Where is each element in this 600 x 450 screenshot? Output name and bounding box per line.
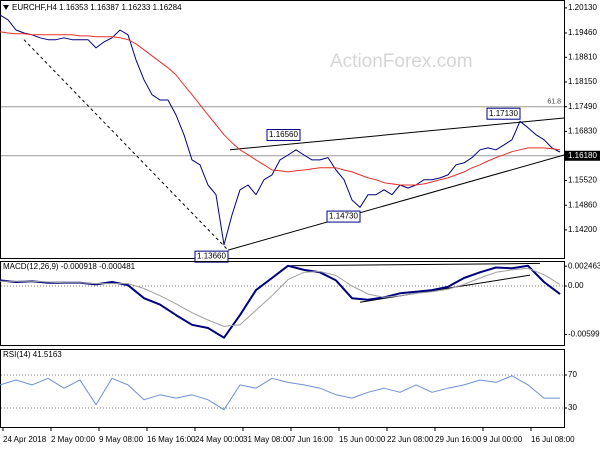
panel-frame bbox=[0, 261, 565, 346]
panel-header: MACD(12,26,9) -0.000918 -0.000481 bbox=[3, 262, 136, 271]
x-tick-label: 24 May 00:00 bbox=[195, 435, 244, 444]
y-tick-label: 1.18150 bbox=[568, 77, 597, 86]
y-tick-label: 70 bbox=[568, 370, 577, 379]
panel-header: EURCHF,H4 1.16353 1.16387 1.16233 1.1628… bbox=[12, 3, 182, 12]
header-value: -0.000481 bbox=[99, 262, 136, 271]
annotation-box bbox=[486, 107, 521, 120]
series-line bbox=[0, 14, 561, 246]
series-line bbox=[0, 264, 561, 339]
panel-frame bbox=[0, 349, 565, 428]
y-tick-label: 1.16830 bbox=[568, 127, 597, 136]
x-tick-label: 16 Jul 08:00 bbox=[531, 435, 575, 444]
header-value: RSI(14) bbox=[3, 350, 31, 359]
trendline bbox=[227, 154, 565, 251]
y-tick-label: 1.15520 bbox=[568, 176, 597, 185]
series-line bbox=[0, 31, 561, 186]
watermark: ActionForex.com bbox=[330, 51, 473, 72]
menu-arrow bbox=[3, 5, 9, 10]
header-value: 1.16387 bbox=[90, 3, 119, 12]
header-value: 1.16353 bbox=[59, 3, 88, 12]
y-tick-label: -0.005992 bbox=[568, 330, 600, 339]
panel-header: RSI(14) 41.5163 bbox=[3, 350, 62, 359]
trendline bbox=[23, 39, 229, 251]
x-tick-label: 2 May 00:00 bbox=[51, 435, 96, 444]
annotation-box bbox=[194, 250, 229, 263]
header-value: 1.16284 bbox=[153, 3, 182, 12]
y-tick-label: 1.17490 bbox=[568, 102, 597, 111]
x-tick-label: 9 May 08:00 bbox=[99, 435, 144, 444]
trendline bbox=[289, 262, 541, 267]
trendline bbox=[359, 274, 531, 303]
x-tick-label: 24 Apr 2018 bbox=[3, 435, 47, 444]
x-tick-label: 31 May 08:00 bbox=[243, 435, 292, 444]
annotation-label: 1.16560 bbox=[269, 130, 298, 139]
level-label: 1.16180 bbox=[568, 151, 597, 160]
x-tick-label: 29 Jun 16:00 bbox=[435, 435, 482, 444]
level-label-box bbox=[565, 150, 600, 161]
panel-frame bbox=[0, 0, 565, 259]
header-value: MACD(12,26,9) bbox=[3, 262, 59, 271]
x-tick-label: 16 May 16:00 bbox=[147, 435, 196, 444]
y-tick-label: 1.14860 bbox=[568, 200, 597, 209]
x-tick-label: 7 Jun 16:00 bbox=[291, 435, 333, 444]
x-tick-label: 15 Jun 00:00 bbox=[339, 435, 386, 444]
y-tick-label: 1.20130 bbox=[568, 3, 597, 12]
y-tick-label: 30 bbox=[568, 403, 577, 412]
annotation-box bbox=[326, 210, 361, 223]
y-tick-label: 1.19460 bbox=[568, 28, 597, 37]
annotation-box bbox=[266, 129, 301, 142]
y-tick-label: 0.00 bbox=[568, 281, 584, 290]
header-value: 41.5163 bbox=[33, 350, 62, 359]
x-tick-label: 22 Jun 08:00 bbox=[387, 435, 434, 444]
annotation-label: 1.14730 bbox=[329, 212, 358, 221]
series-line bbox=[0, 267, 561, 327]
header-value: -0.000918 bbox=[61, 262, 98, 271]
trendline bbox=[229, 117, 565, 151]
x-tick-label: 9 Jul 00:00 bbox=[483, 435, 523, 444]
y-tick-label: 1.14200 bbox=[568, 225, 597, 234]
series-line bbox=[0, 375, 560, 411]
header-value: EURCHF,H4 bbox=[12, 3, 57, 12]
annotation-label: 1.17130 bbox=[489, 109, 518, 118]
y-tick-label: 0.002463 bbox=[568, 261, 600, 270]
header-value: 1.16233 bbox=[121, 3, 150, 12]
level-label: 61.8 bbox=[547, 99, 561, 106]
annotation-label: 1.13660 bbox=[197, 252, 226, 261]
y-tick-label: 1.18810 bbox=[568, 52, 597, 61]
